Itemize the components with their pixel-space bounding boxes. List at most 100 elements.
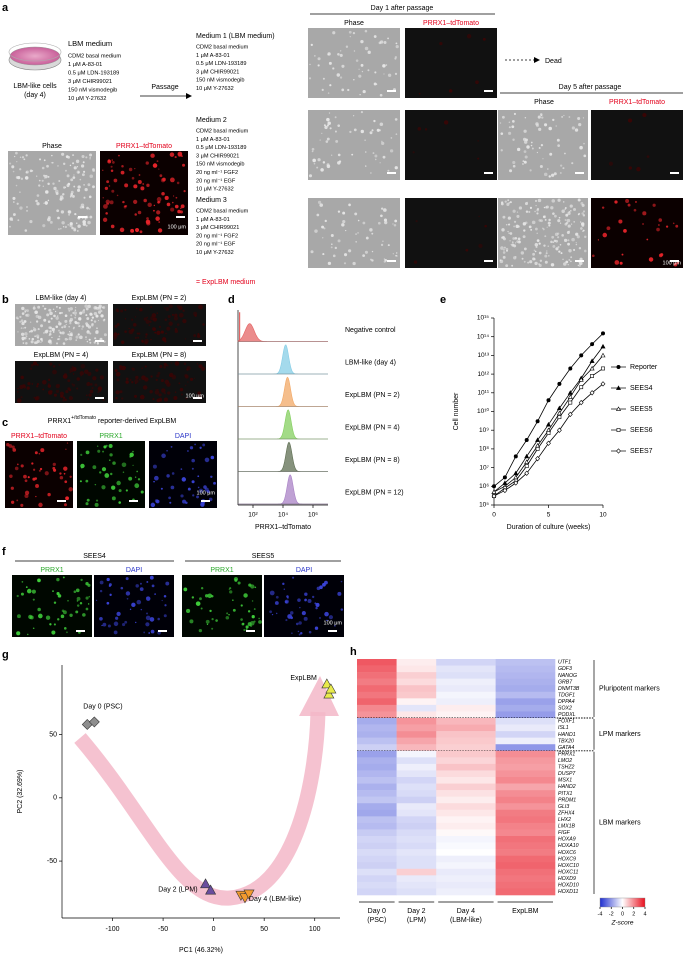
cell [209, 609, 212, 613]
cell [144, 365, 147, 368]
cell [164, 604, 167, 607]
marker [524, 453, 530, 459]
cell [543, 244, 546, 247]
x-tick-label: 100 [309, 926, 321, 933]
x-tick-label: 0 [492, 512, 496, 519]
heatmap-cell [436, 737, 496, 745]
cell [379, 122, 384, 127]
cell [577, 117, 581, 121]
micrograph [15, 304, 108, 346]
cell [536, 151, 539, 154]
cell [39, 158, 42, 161]
panel-label: d [228, 294, 235, 306]
cell [17, 614, 21, 619]
cell [77, 333, 80, 336]
cell [186, 608, 191, 614]
scale-bar [575, 260, 584, 262]
x-tick-label: 0 [212, 926, 216, 933]
cell [64, 225, 68, 229]
cell [383, 73, 385, 75]
x-axis-label: PC1 (46.32%) [179, 947, 223, 954]
label: Phase [42, 143, 62, 150]
cell [269, 610, 273, 614]
cell [61, 326, 64, 329]
cell [380, 207, 384, 210]
heatmap-cell [495, 881, 556, 889]
heatmap-cell [436, 698, 496, 706]
cell [271, 613, 274, 616]
marker [616, 428, 621, 432]
cell [76, 222, 78, 224]
cell [374, 71, 377, 74]
heatmap-cell [436, 691, 496, 699]
cell [477, 157, 480, 160]
cell [501, 228, 505, 232]
heatmap-cell [396, 757, 437, 765]
cell [286, 595, 289, 598]
cell [26, 313, 30, 317]
cell [94, 383, 98, 387]
cell [360, 129, 364, 134]
cell [77, 321, 80, 325]
cell [648, 257, 654, 262]
cell [24, 479, 28, 483]
cell [529, 206, 533, 209]
gene-label: GDF3 [558, 666, 572, 672]
cell [135, 307, 138, 310]
cell [665, 225, 669, 228]
histogram [238, 409, 328, 440]
cell [183, 362, 187, 366]
cell [156, 330, 161, 336]
cell [579, 261, 583, 265]
cell [154, 331, 157, 334]
y-tick-label: 10⁹ [479, 427, 489, 434]
heatmap-cell [495, 757, 556, 765]
cell [336, 73, 341, 77]
cell [642, 112, 647, 118]
cell [559, 222, 562, 224]
heatmap-cell [357, 783, 397, 791]
cell [550, 173, 555, 177]
marker [590, 342, 595, 347]
cell [32, 477, 36, 481]
label: 0.5 μM LDN-193189 [68, 71, 119, 77]
cell [509, 169, 513, 173]
cell [189, 619, 194, 624]
heatmap-cell [495, 718, 556, 725]
label: 20 ng ml⁻¹ EGF [196, 242, 236, 248]
label: DAPI [175, 433, 191, 440]
cell [330, 154, 333, 156]
heatmap-cell [396, 875, 437, 883]
cell [187, 450, 189, 452]
cell [68, 325, 70, 328]
cell [61, 152, 65, 156]
cell [553, 172, 557, 176]
trajectory-arrowhead [299, 676, 339, 716]
cell [16, 202, 19, 205]
cell [101, 467, 107, 472]
cell [124, 330, 127, 333]
cell [523, 129, 527, 133]
cell [194, 443, 196, 446]
cell [375, 83, 378, 85]
heatmap-cell [495, 783, 556, 791]
cell [628, 166, 632, 170]
cell [182, 309, 185, 312]
cell [65, 169, 67, 172]
heatmap-cell [436, 731, 496, 738]
legend-label: SEES5 [630, 406, 653, 413]
cell [150, 502, 156, 508]
cell [36, 363, 39, 366]
heatmap-cell [396, 711, 437, 719]
legend-label: Reporter [630, 364, 658, 371]
cell [234, 578, 238, 582]
cell [100, 314, 104, 318]
heatmap-cell [495, 862, 556, 870]
cell [535, 204, 537, 207]
cell [348, 203, 351, 207]
heatmap-cell [357, 829, 397, 837]
heatmap-cell [396, 822, 437, 830]
cell [508, 223, 511, 226]
cell [570, 210, 572, 212]
cell [65, 155, 69, 159]
